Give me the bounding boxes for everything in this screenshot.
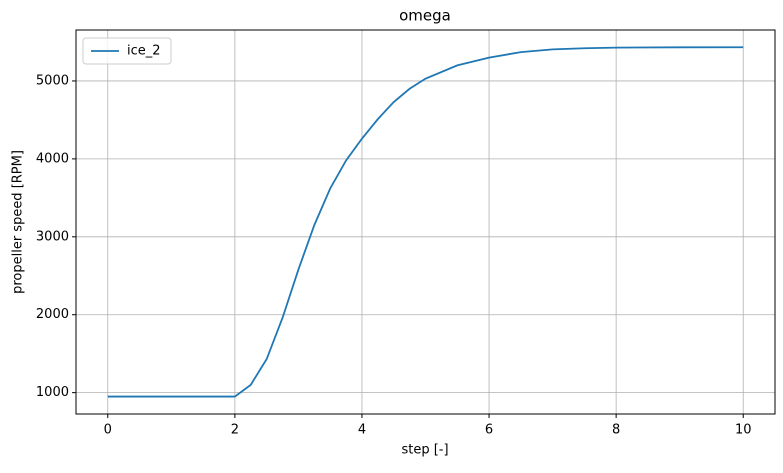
- x-tick-label: 8: [612, 423, 620, 438]
- plot-frame: [75, 29, 776, 415]
- legend-box: [82, 37, 172, 65]
- y-tick-label: 5000: [36, 73, 69, 88]
- x-axis-label: step [-]: [401, 443, 448, 458]
- y-tick-label: 3000: [36, 229, 69, 244]
- y-tick-label: 2000: [36, 307, 69, 322]
- x-tick-label: 10: [735, 423, 752, 438]
- series-line: [107, 46, 744, 398]
- x-tick-label: 4: [358, 423, 366, 438]
- x-tick-label: 6: [485, 423, 493, 438]
- y-tick-label: 1000: [36, 385, 69, 400]
- legend-label: ice_2: [127, 44, 161, 59]
- x-tick-label: 0: [104, 423, 112, 438]
- x-tick-label: 2: [231, 423, 239, 438]
- y-tick-label: 4000: [36, 151, 69, 166]
- y-axis-label: propeller speed [RPM]: [11, 150, 26, 294]
- chart-title: omega: [399, 7, 451, 25]
